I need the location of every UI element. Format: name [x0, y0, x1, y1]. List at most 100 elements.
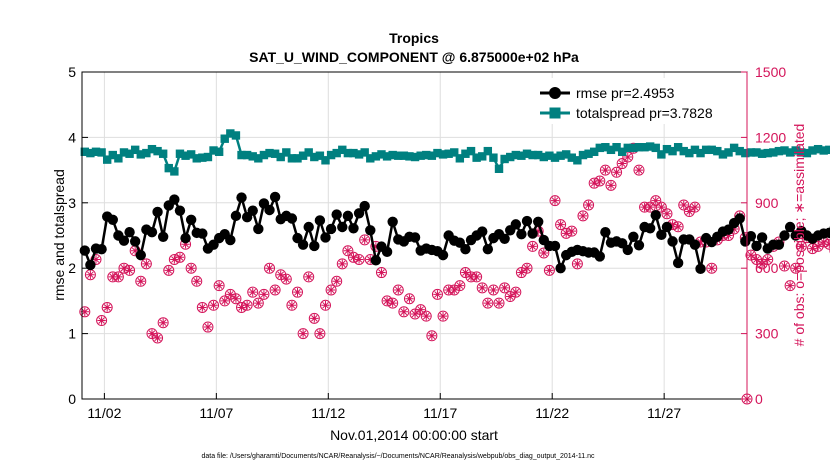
- spread-point: [769, 148, 778, 157]
- obs-assimilated-point: [478, 283, 487, 293]
- spread-point: [657, 150, 666, 159]
- obs-assimilated-point: [102, 303, 112, 312]
- rmse-point: [247, 205, 258, 216]
- y-right-tick-label: 1500: [755, 64, 786, 80]
- spread-point: [321, 156, 330, 165]
- obs-possible-point: [303, 271, 315, 283]
- rmse-point: [628, 231, 639, 243]
- spread-point: [640, 143, 649, 152]
- rmse-point: [381, 246, 393, 258]
- spread-point: [450, 148, 459, 157]
- spread-point: [623, 143, 632, 153]
- obs-assimilated-point: [534, 226, 543, 236]
- spread-point: [595, 143, 604, 153]
- spread-point: [136, 150, 145, 159]
- obs-assimilated-point: [237, 303, 246, 312]
- spread-point: [808, 146, 817, 155]
- obs-assimilated-point: [343, 246, 353, 255]
- spread-point: [181, 151, 190, 160]
- rmse-point: [174, 205, 186, 216]
- obs-possible-point: [224, 288, 236, 300]
- obs-possible-point: [599, 164, 611, 176]
- obs-possible-point: [437, 310, 449, 322]
- spread-point: [819, 146, 828, 155]
- x-tick-label: 11/12: [311, 405, 345, 421]
- spread-point: [343, 148, 353, 158]
- spread-point: [388, 150, 397, 160]
- rmse-point: [185, 214, 197, 226]
- spread-point: [382, 152, 392, 161]
- obs-assimilated-point: [360, 235, 369, 245]
- x-axis-label: Nov.01,2014 00:00:00 start: [330, 427, 498, 443]
- obs-assimilated-point: [315, 329, 325, 338]
- spread-point: [438, 150, 448, 159]
- obs-possible-point: [515, 267, 527, 279]
- spread-point: [724, 148, 733, 157]
- obs-assimilated-point: [354, 255, 364, 264]
- obs-possible-point: [655, 201, 667, 213]
- obs-possible-point: [146, 328, 158, 340]
- rmse-point: [516, 228, 527, 240]
- obs-assimilated-point: [539, 248, 549, 258]
- obs-assimilated-point: [651, 196, 660, 205]
- obs-possible-point: [331, 275, 343, 287]
- obs-possible-point: [213, 280, 225, 292]
- obs-possible-point: [196, 301, 208, 313]
- obs-assimilated-point: [209, 301, 218, 310]
- rmse-point: [253, 223, 264, 235]
- obs-assimilated-point: [466, 272, 476, 282]
- obs-assimilated-point: [164, 266, 173, 275]
- spread-point: [584, 149, 593, 158]
- spread-point: [606, 145, 616, 155]
- obs-assimilated-point: [567, 226, 576, 236]
- spread-point: [478, 152, 487, 161]
- rmse-point: [129, 236, 141, 247]
- obs-possible-point: [683, 206, 695, 218]
- obs-assimilated-point: [304, 272, 313, 282]
- rmse-point: [824, 227, 830, 239]
- spread-point: [741, 148, 750, 158]
- spread-point: [315, 151, 325, 160]
- spread-point: [399, 151, 409, 160]
- spread-point: [472, 153, 481, 162]
- spread-point: [102, 155, 112, 164]
- rmse-point: [79, 245, 90, 256]
- obs-possible-point: [208, 299, 220, 311]
- obs-possible-point: [314, 328, 326, 340]
- obs-possible-point: [191, 275, 203, 287]
- obs-possible-point: [403, 293, 415, 305]
- rmse-point: [510, 219, 522, 230]
- obs-assimilated-point: [416, 305, 425, 314]
- obs-possible-point: [751, 253, 763, 265]
- spread-point: [461, 149, 470, 158]
- rmse-point: [264, 204, 275, 216]
- obs-assimilated-point: [399, 307, 409, 316]
- spread-point: [500, 154, 509, 164]
- obs-assimilated-point: [310, 314, 319, 323]
- data-file-footer: data file: /Users/gharamti/Documents/NCA…: [201, 453, 595, 460]
- obs-assimilated-point: [489, 285, 498, 295]
- spread-point: [394, 151, 403, 160]
- obs-assimilated-point: [422, 311, 431, 321]
- spread-point: [791, 146, 800, 155]
- y-right-tick-label: 600: [755, 260, 779, 276]
- obs-assimilated-point: [461, 268, 470, 277]
- rmse-point: [303, 221, 314, 233]
- spread-point: [433, 148, 442, 158]
- spread-point: [550, 153, 560, 162]
- obs-assimilated-point: [679, 200, 688, 210]
- obs-assimilated-point: [192, 277, 201, 286]
- obs-possible-point: [762, 253, 774, 265]
- obs-assimilated-point: [226, 290, 235, 299]
- obs-possible-point: [745, 249, 757, 261]
- obs-assimilated-point: [186, 264, 196, 273]
- obs-possible-point: [499, 282, 511, 294]
- obs-possible-point: [347, 251, 359, 263]
- spread-point: [192, 154, 201, 163]
- spread-point: [259, 150, 269, 160]
- spread-point: [130, 145, 140, 155]
- rmse-point: [656, 229, 667, 241]
- obs-possible-point: [342, 245, 354, 257]
- obs-assimilated-point: [114, 272, 123, 282]
- obs-assimilated-point: [248, 287, 257, 297]
